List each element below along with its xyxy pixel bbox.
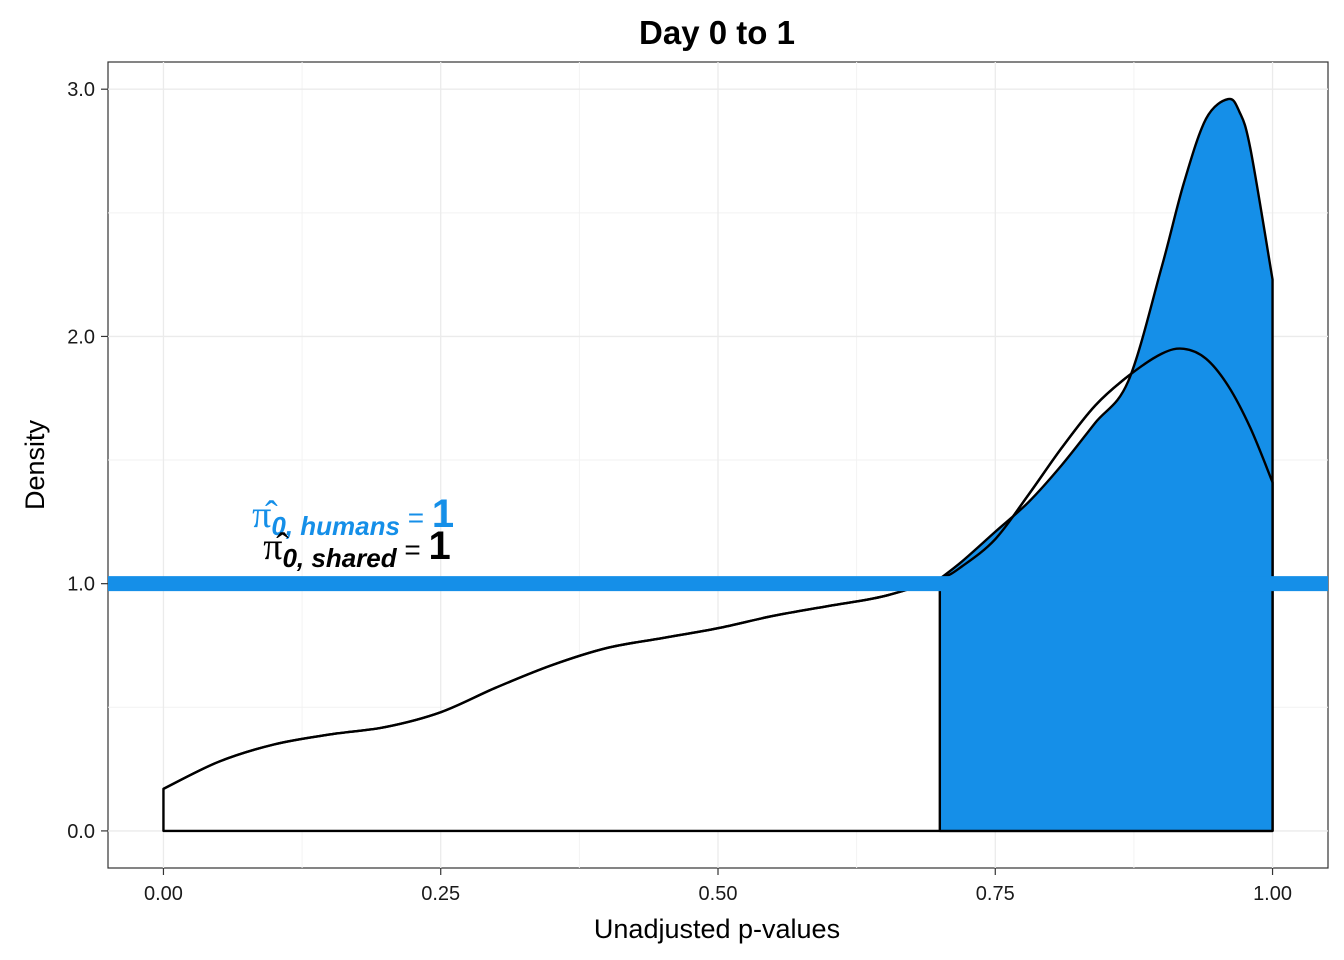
- density-area-humans: [938, 97, 1274, 833]
- x-axis-title: Unadjusted p-values: [594, 914, 840, 944]
- x-axis-ticks: 0.00 0.25 0.50 0.75 1.00: [144, 868, 1292, 905]
- y-axis-title: Density: [20, 419, 50, 510]
- x-tick-label: 0.00: [144, 883, 183, 905]
- annotation-value: 1: [429, 524, 451, 568]
- annotation-humans: π̂0, humans = 1: [252, 492, 454, 541]
- density-curve-shared: [162, 347, 1274, 790]
- chart-title: Day 0 to 1: [639, 14, 795, 51]
- annotation-subscript: 0, humans: [271, 511, 400, 541]
- annotation-value: 1: [432, 492, 454, 536]
- y-axis-ticks: 0.0 1.0 2.0 3.0: [67, 79, 108, 843]
- annotation-subscript: 0, shared: [282, 543, 397, 573]
- x-tick-label: 0.75: [976, 883, 1015, 905]
- y-tick-label: 3.0: [67, 79, 95, 101]
- y-tick-label: 2.0: [67, 326, 95, 348]
- y-tick-label: 0.0: [67, 821, 95, 843]
- annotation-equals: =: [400, 502, 432, 533]
- x-tick-label: 0.25: [421, 883, 460, 905]
- annotation-equals: =: [397, 534, 429, 565]
- density-areas: [162, 97, 1274, 833]
- x-tick-label: 0.50: [699, 883, 738, 905]
- x-tick-label: 1.00: [1253, 883, 1292, 905]
- y-tick-label: 1.0: [67, 574, 95, 596]
- pi0-annotations: π̂0, humans = 1π̂0, shared = 1: [252, 492, 454, 573]
